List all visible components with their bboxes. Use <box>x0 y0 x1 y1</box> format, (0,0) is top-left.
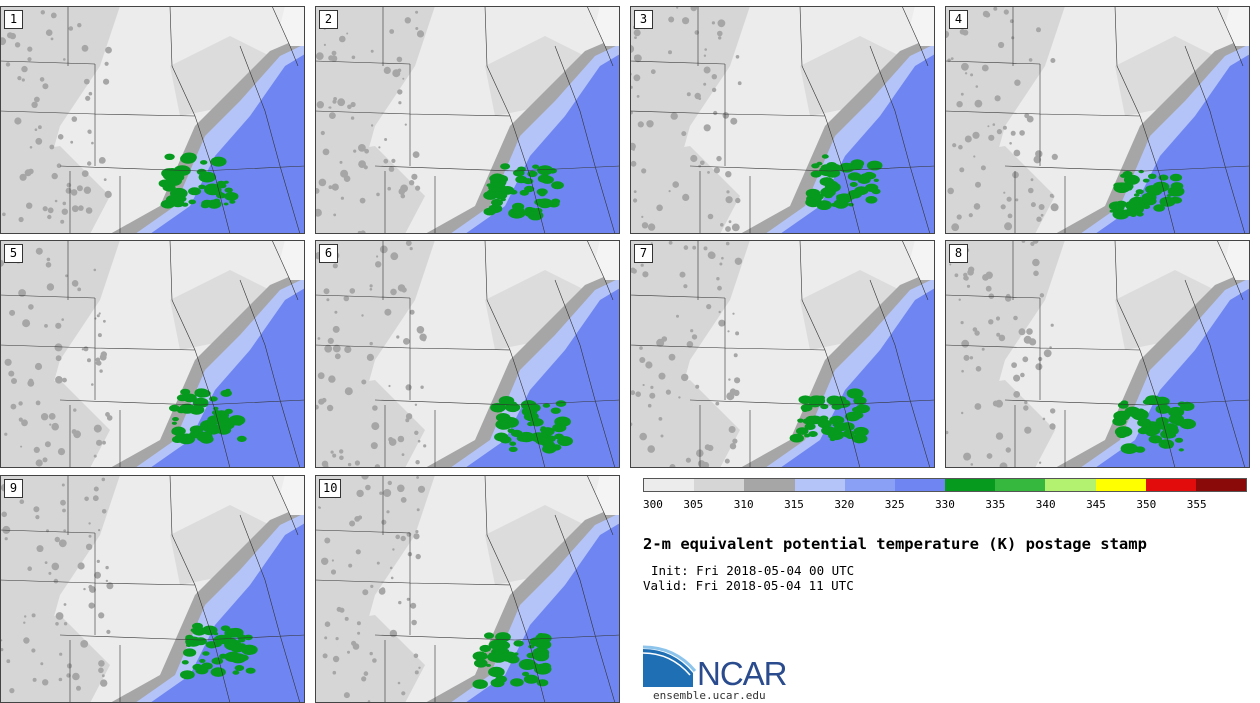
ensemble-member-label: 2 <box>319 10 338 29</box>
postage-stamp-panel: 1 <box>0 6 305 234</box>
stamp-map <box>945 6 1250 234</box>
colorbar-segment <box>744 479 795 491</box>
colorbar-segment <box>644 479 695 491</box>
ensemble-member-label: 7 <box>634 244 653 263</box>
stamp-map <box>315 240 620 468</box>
colorbar-tick-labels: 300 305 310 315 320 325 330 335 340 345 350 355 <box>643 498 1247 512</box>
ensemble-member-label: 9 <box>4 479 23 498</box>
stamp-map <box>945 240 1250 468</box>
colorbar-segment <box>694 479 745 491</box>
stamp-map <box>630 6 935 234</box>
stamp-map <box>0 6 305 234</box>
colorbar-tick-label: 340 <box>1035 498 1056 511</box>
colorbar-segment <box>1095 479 1146 491</box>
ensemble-member-label: 1 <box>4 10 23 29</box>
postage-stamp-panel: 5 <box>0 240 305 468</box>
colorbar-tick-label: 320 <box>834 498 855 511</box>
postage-stamp-panel: 10 <box>315 475 620 703</box>
colorbar-segment <box>995 479 1046 491</box>
figure-title: 2-m equivalent potential temperature (K)… <box>643 535 1147 553</box>
colorbar-tick-label: 300 <box>643 498 663 511</box>
postage-stamp-panel: 7 <box>630 240 935 468</box>
ensemble-member-label: 5 <box>4 244 23 263</box>
colorbar-tick-label: 325 <box>884 498 905 511</box>
colorbar-tick-label: 310 <box>733 498 754 511</box>
ensemble-member-label: 8 <box>949 244 968 263</box>
postage-stamp-panel: 3 <box>630 6 935 234</box>
postage-stamp-panel: 8 <box>945 240 1250 468</box>
colorbar-tick-label: 330 <box>935 498 955 511</box>
ncar-swoosh-icon <box>643 645 697 687</box>
colorbar-tick-label: 335 <box>985 498 1006 511</box>
postage-stamp-panel: 2 <box>315 6 620 234</box>
colorbar-segment <box>1045 479 1096 491</box>
colorbar-tick-label: 350 <box>1136 498 1157 511</box>
colorbar-tick-label: 305 <box>683 498 704 511</box>
stamp-map <box>315 475 620 703</box>
colorbar-tick-label: 345 <box>1086 498 1106 511</box>
ensemble-member-label: 6 <box>319 244 338 263</box>
stamp-map <box>315 6 620 234</box>
init-time: Init: Fri 2018-05-04 00 UTC <box>651 563 855 578</box>
stamp-map <box>0 240 305 468</box>
postage-stamp-panel: 4 <box>945 6 1250 234</box>
colorbar-segment <box>945 479 996 491</box>
postage-stamp-panel: 9 <box>0 475 305 703</box>
postage-stamp-panel: 6 <box>315 240 620 468</box>
colorbar-segment <box>794 479 845 491</box>
ensemble-member-label: 4 <box>949 10 968 29</box>
stamp-map <box>630 240 935 468</box>
colorbar-segment <box>894 479 946 491</box>
logo-url: ensemble.ucar.edu <box>653 689 766 702</box>
colorbar <box>643 478 1247 492</box>
valid-time: Valid: Fri 2018-05-04 11 UTC <box>643 578 854 593</box>
colorbar-tick-label: 315 <box>784 498 804 511</box>
ensemble-member-label: 10 <box>319 479 342 498</box>
ncar-logo-text: NCAR <box>697 655 788 692</box>
colorbar-tick-label: 355 <box>1186 498 1207 511</box>
ensemble-member-label: 3 <box>634 10 653 29</box>
stamp-map <box>0 475 305 703</box>
colorbar-segment <box>1195 479 1247 491</box>
colorbar-segment <box>1145 479 1196 491</box>
colorbar-segment <box>844 479 895 491</box>
